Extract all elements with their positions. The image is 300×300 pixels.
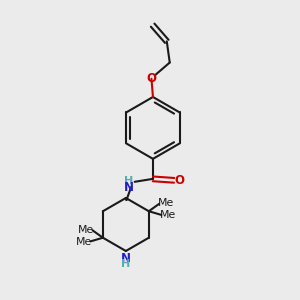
Text: H: H — [124, 176, 134, 186]
Text: N: N — [121, 252, 131, 265]
Text: O: O — [146, 72, 157, 85]
Text: H: H — [121, 259, 130, 269]
Text: Me: Me — [158, 198, 174, 208]
Text: N: N — [124, 181, 134, 194]
Text: Me: Me — [76, 237, 92, 247]
Text: O: O — [174, 174, 184, 187]
Text: Me: Me — [78, 225, 94, 235]
Text: Me: Me — [160, 211, 176, 220]
